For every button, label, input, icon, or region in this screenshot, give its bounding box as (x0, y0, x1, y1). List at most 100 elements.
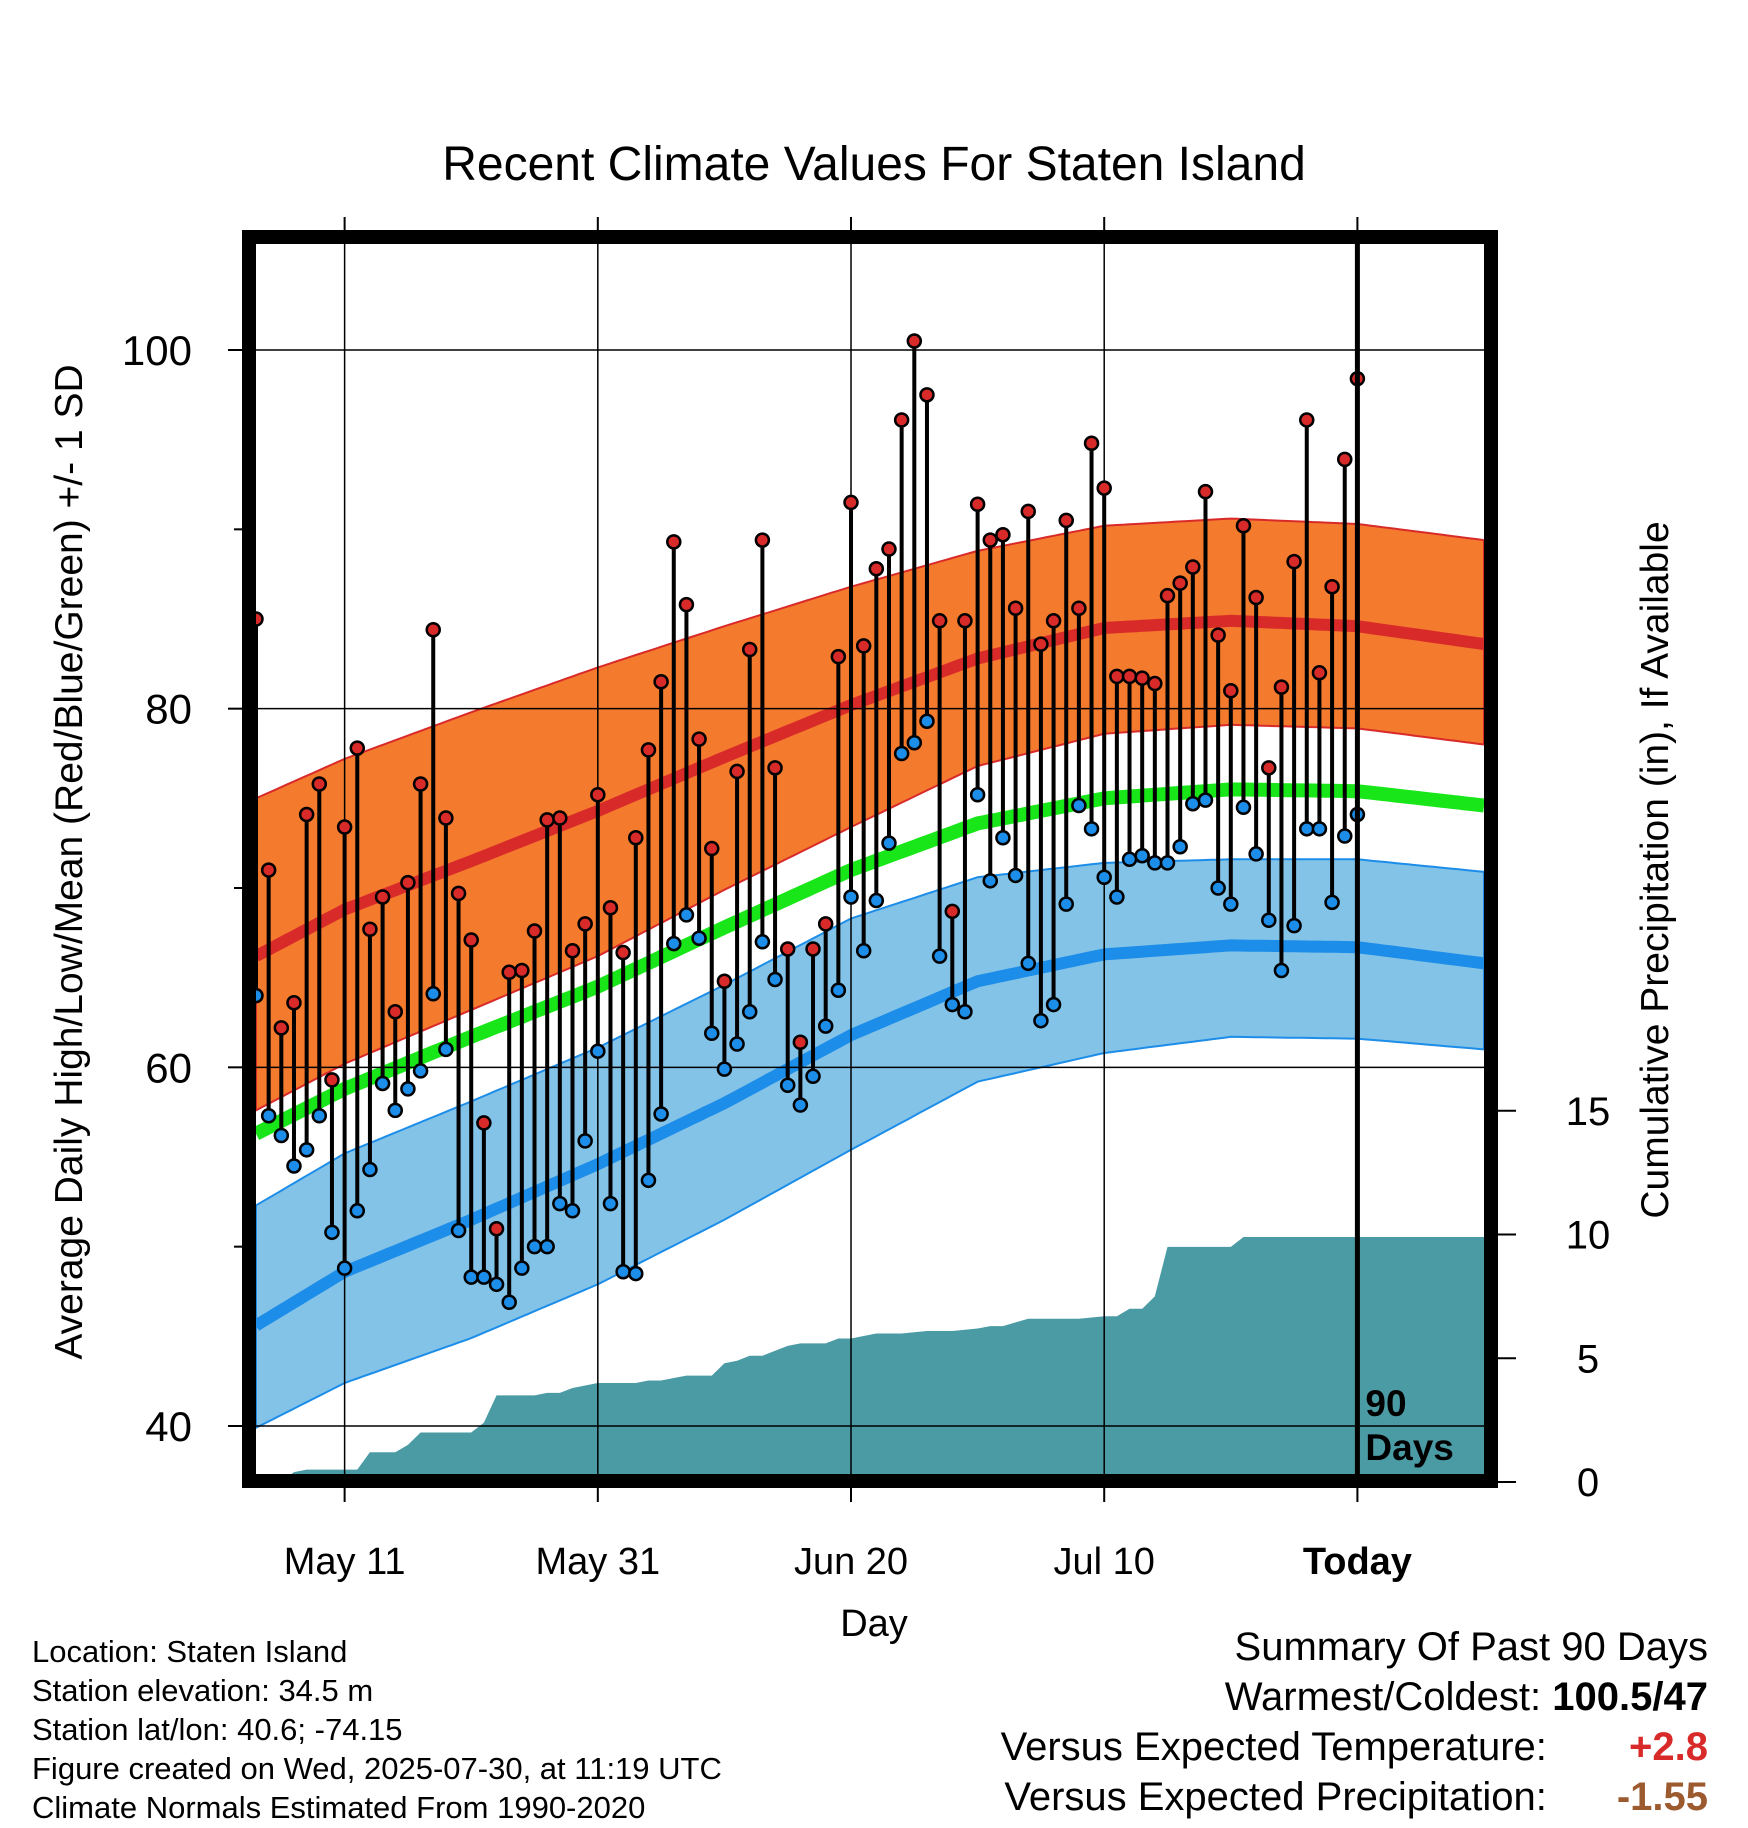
high-point (1058, 512, 1074, 529)
high-point (666, 534, 682, 550)
low-point (514, 1260, 530, 1276)
low-point (1248, 846, 1264, 862)
info-location: Location: Staten Island (32, 1634, 348, 1669)
low-point (1235, 799, 1252, 816)
low-point (995, 830, 1011, 846)
warmest-label: Warmest/Coldest: (1224, 1675, 1542, 1719)
summary-heading: Summary Of Past 90 Days (1234, 1625, 1708, 1669)
low-point (805, 1068, 821, 1085)
low-point (881, 835, 897, 851)
high-point (564, 943, 581, 959)
y2-axis-label: Cumulative Precipitation (in), If Availa… (1634, 521, 1677, 1218)
high-point (653, 674, 669, 690)
low-point (526, 1238, 543, 1255)
low-point (716, 1061, 733, 1077)
y2-tick-label: 5 (1577, 1337, 1599, 1381)
low-point (691, 930, 707, 946)
high-point (995, 526, 1011, 543)
high-point (539, 812, 555, 828)
high-point (716, 973, 733, 990)
high-point (311, 776, 328, 792)
low-point (855, 943, 872, 959)
high-point (868, 561, 885, 577)
high-point (324, 1072, 340, 1088)
low-point (1096, 869, 1112, 885)
low-point (1311, 821, 1328, 837)
x-tick-label: Jul 10 (1054, 1541, 1155, 1583)
low-point (336, 1260, 353, 1276)
low-point (1121, 851, 1138, 868)
high-point (881, 541, 897, 557)
high-point (1172, 575, 1188, 591)
low-point (539, 1238, 555, 1255)
y2-tick-label: 10 (1566, 1214, 1611, 1258)
high-point (387, 1003, 404, 1020)
axes: May 11 May 31 Jun 20 Jul 10 Today 40 60 80 100 0 5… (122, 217, 1610, 1583)
high-point (615, 944, 631, 961)
high-point (1096, 480, 1112, 496)
low-point (1273, 962, 1290, 979)
high-point (1071, 600, 1087, 616)
high-point (590, 786, 606, 803)
high-point (906, 333, 923, 349)
high-point (1134, 670, 1150, 686)
low-point (1159, 855, 1176, 871)
low-point (1071, 797, 1087, 814)
high-point (969, 496, 986, 512)
high-point (704, 840, 720, 857)
precip-area (291, 1237, 1484, 1474)
today-marker-label: Days (1365, 1427, 1453, 1468)
high-point (349, 740, 366, 756)
low-point (1299, 821, 1315, 837)
high-point (552, 810, 568, 826)
y-tick-label: 80 (145, 686, 192, 733)
high-point (336, 819, 353, 835)
low-point (1324, 894, 1340, 911)
low-point (463, 1269, 479, 1285)
low-point (919, 713, 935, 729)
high-point (1045, 613, 1062, 629)
low-point (224, 1249, 237, 1262)
low-point (957, 1003, 973, 1020)
low-point (438, 1041, 454, 1058)
y-tick-label: 40 (145, 1403, 192, 1450)
low-point (678, 907, 695, 923)
today-marker-label: 90 (1365, 1383, 1406, 1424)
high-point (1147, 675, 1163, 692)
high-point (982, 532, 999, 548)
low-point (779, 1077, 796, 1094)
x-tick-label: Jun 20 (794, 1541, 908, 1583)
high-point (1033, 636, 1049, 652)
low-point (944, 996, 961, 1013)
low-point (1261, 912, 1277, 929)
high-point (450, 885, 467, 902)
high-point (425, 622, 441, 638)
high-point (805, 941, 821, 957)
high-point (1324, 578, 1340, 595)
y2-tick-label: 0 (1577, 1461, 1599, 1505)
low-point (906, 734, 923, 751)
low-point (1020, 955, 1036, 972)
low-point (817, 1018, 834, 1034)
low-point (362, 1161, 378, 1178)
high-point (224, 977, 237, 990)
low-point (615, 1264, 631, 1280)
high-point (1286, 553, 1302, 570)
high-point (830, 648, 847, 665)
low-point (552, 1195, 568, 1212)
low-point (666, 935, 682, 952)
low-point (628, 1265, 644, 1282)
low-point (1007, 867, 1024, 884)
low-point (741, 1003, 758, 1020)
low-point (564, 1203, 581, 1219)
high-point (514, 962, 530, 979)
high-point (1159, 587, 1176, 604)
plot-frame (242, 230, 1498, 1488)
low-point (1134, 847, 1150, 864)
summary-temp-row: Versus Expected Temperature: +2.8 (1001, 1722, 1708, 1772)
high-point (400, 874, 416, 891)
high-point (298, 806, 315, 823)
y-tick-label: 60 (145, 1044, 192, 1091)
low-point (982, 873, 999, 889)
mean-normal-line (256, 782, 1484, 1140)
